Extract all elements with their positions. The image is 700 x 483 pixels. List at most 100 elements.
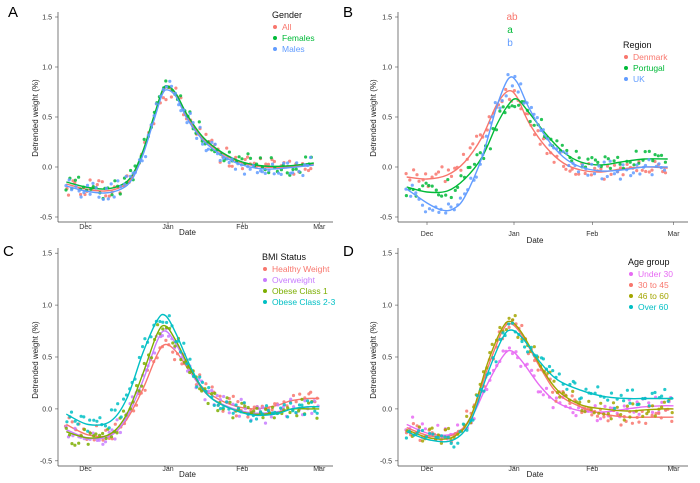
data-point [494, 128, 499, 132]
legend-entry: Obese Class 1 [272, 286, 328, 296]
data-point [291, 409, 295, 413]
data-point [510, 321, 515, 325]
data-point [234, 414, 238, 418]
data-point [565, 387, 569, 391]
data-point [91, 185, 95, 189]
data-point [218, 398, 222, 402]
data-point [439, 441, 443, 445]
data-point [195, 136, 199, 140]
data-point [88, 431, 92, 435]
data-point [297, 409, 301, 413]
data-point [446, 426, 451, 431]
data-point [539, 117, 544, 122]
x-axis-label: Date [179, 228, 196, 237]
data-point [306, 168, 311, 173]
data-point [118, 192, 122, 196]
data-point [408, 178, 412, 182]
data-point [459, 174, 463, 178]
y-axis-label: Detrended weight (%) [369, 79, 378, 157]
data-point [122, 182, 126, 186]
data-point [279, 406, 283, 410]
data-point [291, 167, 295, 172]
data-point [191, 121, 195, 125]
data-point [164, 85, 169, 89]
data-point [619, 393, 623, 397]
data-point [482, 389, 486, 393]
data-point [288, 410, 292, 415]
data-point [615, 405, 619, 409]
data-point [104, 194, 108, 198]
data-point [182, 360, 187, 364]
data-point [158, 332, 162, 336]
data-point [608, 166, 613, 170]
data-point [201, 142, 205, 146]
data-point [552, 160, 556, 164]
x-tick-label: Dec [421, 466, 434, 473]
data-point [167, 314, 171, 318]
series-obese-class-2-3 [65, 313, 320, 433]
x-tick-label: Dec [79, 224, 92, 231]
data-point [222, 394, 226, 399]
legend-key [624, 77, 628, 81]
panel-b: B -0.5 0.0 0.5 1.0 1.5 Dec Jan Feb Mar Date Detrend… [343, 4, 688, 245]
data-point [121, 409, 126, 413]
data-point [599, 164, 603, 169]
data-point [475, 134, 479, 138]
data-point [498, 109, 502, 113]
data-point [551, 406, 555, 410]
x-tick-label: Mar [313, 224, 326, 231]
data-point [430, 184, 434, 188]
data-point [650, 413, 654, 417]
data-point [231, 411, 235, 415]
data-point [161, 96, 165, 100]
data-point [606, 164, 610, 168]
data-point [107, 436, 111, 440]
data-point [169, 95, 173, 99]
data-point [650, 168, 654, 172]
data-point [273, 410, 277, 414]
legend-key [624, 55, 628, 59]
data-point [423, 210, 428, 214]
data-point [313, 409, 317, 413]
data-point [625, 162, 629, 166]
data-point [270, 162, 275, 166]
data-point [252, 409, 256, 413]
y-tick-label: -0.5 [380, 458, 392, 465]
data-point [98, 433, 102, 437]
data-point [92, 434, 96, 438]
data-point [449, 174, 454, 178]
data-point [240, 401, 244, 405]
series-portugal [404, 98, 668, 200]
data-point [122, 397, 126, 401]
data-point [198, 375, 202, 379]
legend-key [273, 25, 277, 29]
data-point [228, 400, 232, 404]
legend-entry: Under 30 [638, 269, 673, 279]
x-tick-label: Mar [667, 231, 680, 238]
data-point [112, 195, 116, 199]
data-point [608, 159, 612, 163]
data-point [236, 400, 240, 404]
data-point [101, 438, 105, 442]
data-point [650, 404, 655, 408]
data-point [512, 89, 517, 93]
data-point [94, 186, 98, 190]
data-point [119, 415, 123, 419]
data-point [643, 150, 647, 154]
data-point [593, 166, 597, 170]
y-tick-label: 0.0 [42, 406, 52, 413]
legend-entry: Females [282, 33, 315, 43]
data-point [200, 389, 204, 393]
data-point [646, 409, 651, 414]
data-point [631, 402, 635, 406]
data-point [141, 345, 145, 349]
data-point [225, 400, 229, 404]
data-point [506, 73, 510, 77]
data-point [501, 105, 505, 109]
data-point [590, 162, 594, 166]
data-point [522, 101, 526, 105]
legend-entry: Overweight [272, 275, 316, 285]
trend-line [406, 329, 674, 443]
data-point [584, 387, 588, 391]
